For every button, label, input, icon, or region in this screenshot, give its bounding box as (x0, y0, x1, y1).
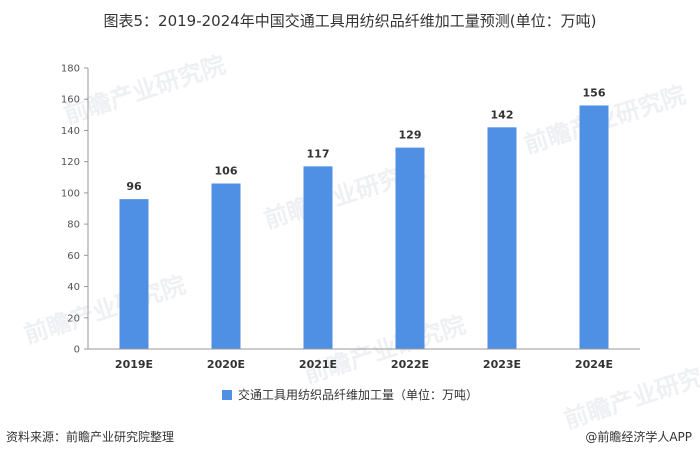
x-tick-label: 2019E (115, 358, 153, 371)
bar (395, 147, 425, 349)
chart-title: 图表5：2019-2024年中国交通工具用纺织品纤维加工量预测(单位：万吨) (103, 12, 597, 30)
bar (487, 127, 517, 349)
x-tick-label: 2022E (391, 358, 429, 371)
data-label: 129 (399, 129, 422, 142)
bar-series: 96 106 117 129 142 156 (119, 86, 609, 349)
y-tick-label: 0 (74, 345, 80, 356)
data-label: 106 (215, 165, 238, 178)
legend: 交通工具用纺织品纤维加工量（单位：万吨） (0, 386, 700, 403)
x-tick-label: 2023E (483, 358, 521, 371)
x-axis: 2019E 2020E 2021E 2022E 2023E 2024E (88, 348, 640, 371)
legend-label: 交通工具用纺织品纤维加工量（单位：万吨） (237, 388, 478, 402)
y-tick-label: 80 (67, 220, 80, 231)
x-tick-label: 2020E (207, 358, 245, 371)
y-tick-label: 20 (67, 313, 80, 324)
x-tick-label: 2021E (299, 358, 337, 371)
brand-credit: @前瞻经济学人APP (585, 430, 692, 444)
source-note: 资料来源：前瞻产业研究院整理 (6, 430, 175, 444)
data-label: 117 (307, 147, 330, 160)
bar (303, 166, 333, 349)
y-tick-label: 180 (61, 64, 80, 75)
data-label: 156 (583, 86, 606, 99)
data-label: 142 (491, 108, 514, 121)
y-tick-label: 100 (61, 188, 80, 199)
data-label: 96 (126, 180, 142, 193)
legend-swatch (221, 390, 232, 400)
bar (579, 105, 609, 349)
y-tick-label: 120 (61, 157, 80, 168)
bar (211, 183, 241, 349)
y-axis: 0 20 40 60 80 100 120 140 160 180 (61, 64, 89, 356)
y-tick-label: 60 (67, 251, 80, 262)
y-tick-label: 40 (67, 282, 80, 293)
x-tick-label: 2024E (575, 358, 613, 371)
y-tick-label: 160 (61, 95, 80, 106)
bar (119, 199, 149, 349)
y-tick-label: 140 (61, 126, 80, 137)
